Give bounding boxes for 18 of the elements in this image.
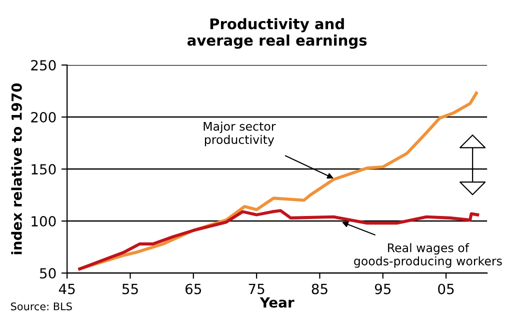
y-tick-label: 100 [32, 216, 56, 227]
y-tick-label: 200 [31, 112, 56, 123]
y-tick-label: 250 [31, 60, 56, 71]
x-tick-label: 45 [58, 284, 75, 294]
annotation: Real wages of goods-producing workers [354, 243, 502, 268]
x-tick-label: 75 [248, 284, 264, 294]
x-axis-title: Year [260, 297, 294, 308]
x-tick-label: 65 [186, 284, 202, 294]
x-tick-label: 95 [374, 284, 391, 294]
y-tick-label: 150 [32, 164, 56, 175]
y-axis-title: index relative to 1970 [11, 83, 22, 254]
source-note: Source: BLS [11, 302, 72, 310]
x-tick-label: 05 [438, 284, 454, 294]
x-tick-label: 85 [312, 284, 328, 294]
annotation: Major sector productivity [204, 122, 276, 146]
x-tick-label: 55 [122, 284, 138, 294]
chart-title: Productivity and average real earnings [187, 18, 367, 49]
y-tick-label: 50 [40, 268, 56, 279]
